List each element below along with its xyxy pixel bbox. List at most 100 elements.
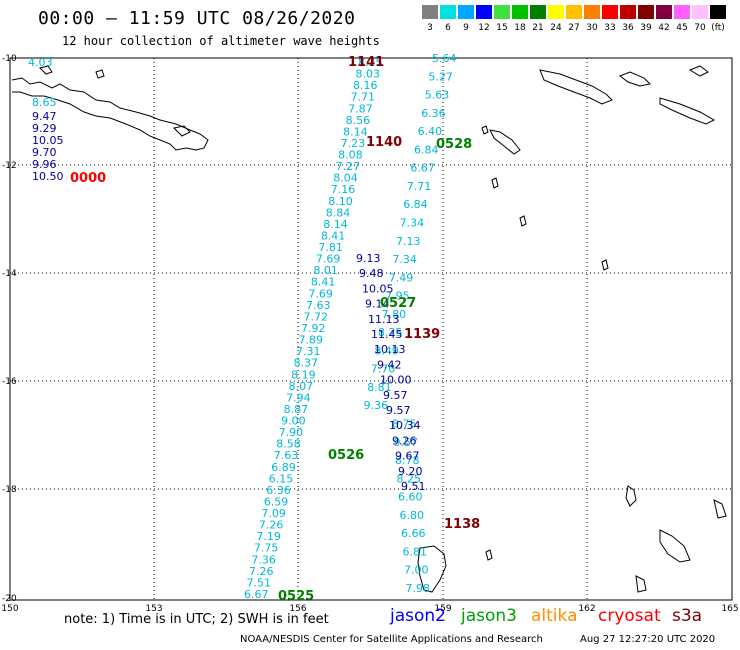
track-value-navy: 9.67 <box>395 450 420 463</box>
lat-label: -20 <box>2 594 17 604</box>
track-value-cyan-right: 6.36 <box>421 107 446 120</box>
track-value-cyan-right: 6.67 <box>410 162 435 175</box>
legend-swatch <box>674 5 690 19</box>
grid-lines <box>10 58 732 600</box>
lon-label: 159 <box>434 604 451 614</box>
pass-label-0525: 0525 <box>278 589 314 604</box>
coast-vanuatu-4 <box>635 575 647 593</box>
coast-new-caledonia-reef <box>417 545 447 593</box>
footer-timestamp: Aug 27 12:27:20 UTC 2020 <box>580 634 716 645</box>
track-value-cyan-right: 8.25 <box>397 472 422 485</box>
legend-label: 18 <box>514 23 526 33</box>
legend-swatch <box>422 5 438 19</box>
legend-swatch <box>584 5 600 19</box>
track-value-navy: 11.13 <box>368 313 400 326</box>
track-value-navy-left: 9.29 <box>32 122 57 135</box>
track-value-cyan-right: 8.25 <box>378 326 403 339</box>
pass-label-1141: 1141 <box>348 55 384 70</box>
track-value-cyan: 7.09 <box>261 507 286 520</box>
legend-label: 45 <box>676 23 688 33</box>
track-value-cyan: 6.59 <box>264 495 289 508</box>
track-value-cyan: 7.63 <box>274 449 299 462</box>
legend-swatch <box>494 5 510 19</box>
coast-chesterfield <box>485 549 493 561</box>
track-value-cyan: 4.03 <box>28 56 53 69</box>
track-values: 4.03 8.258.038.167.717.878.568.147.238.08… <box>28 52 457 601</box>
track-value-navy: 9.26 <box>392 434 417 447</box>
track-value-navy: 9.51 <box>401 480 426 493</box>
legend-label: 15 <box>496 23 508 33</box>
legend-swatch <box>440 5 456 19</box>
track-value-cyan: 7.63 <box>306 299 331 312</box>
track-value-cyan: 7.16 <box>331 183 356 196</box>
track-value-cyan: 9.00 <box>281 415 306 428</box>
legend-label: 39 <box>640 23 652 33</box>
legend-label: 21 <box>532 23 544 33</box>
legend-swatch <box>512 5 528 19</box>
pass-time-labels: 1141 1140 1139 1138 0528 0527 0526 0525 0000 <box>70 55 480 604</box>
page-subtitle: 12 hour collection of altimeter wave hei… <box>62 34 380 48</box>
legend-swatch <box>710 5 726 19</box>
coast-vanuatu-2 <box>659 529 691 563</box>
track-value-navy: 10.34 <box>389 419 421 432</box>
track-value-cyan: 7.51 <box>246 576 271 589</box>
track-value-cyan: 8.19 <box>291 368 316 381</box>
track-value-navy-left: 9.70 <box>32 146 57 159</box>
lon-label: 165 <box>721 604 738 614</box>
track-value-cyan-right: 8.81 <box>367 381 392 394</box>
track-value-cyan: 7.92 <box>301 322 326 335</box>
legend-swatch <box>548 5 564 19</box>
track-value-cyan: 8.04 <box>333 172 358 185</box>
legend-label: 9 <box>463 23 469 33</box>
legend-label: 3 <box>427 23 433 33</box>
lon-label: 156 <box>289 604 306 614</box>
lat-label: -10 <box>2 54 17 64</box>
track-value-cyan-right: 8.75 <box>392 418 417 431</box>
track-value-navy-left: 10.50 <box>32 170 64 183</box>
coast-solomon-3 <box>659 97 716 125</box>
coastlines <box>11 65 727 593</box>
track-value-cyan: 8.14 <box>343 125 368 138</box>
track-value-cyan-right: 6.81 <box>403 545 428 558</box>
track-value-cyan: 8.41 <box>321 229 346 242</box>
lat-label: -18 <box>2 485 17 495</box>
track-value-cyan: 7.89 <box>299 334 324 347</box>
lon-label: 153 <box>145 604 162 614</box>
pass-label-1139: 1139 <box>404 327 440 342</box>
lat-label: -12 <box>2 161 17 171</box>
track-value-cyan-right: 9.57 <box>394 436 419 449</box>
track-value-navy: 9.14 <box>365 298 390 311</box>
coast-reef-1 <box>491 177 499 189</box>
track-value-cyan-right: 5.64 <box>432 52 457 65</box>
pass-label-0526: 0526 <box>328 448 364 463</box>
track-value-cyan: 7.87 <box>348 102 373 115</box>
note-text: note: 1) Time is in UTC; 2) SWH is in fe… <box>64 612 329 627</box>
track-value-cyan: 8.41 <box>311 276 336 289</box>
coast-rennell <box>481 125 489 135</box>
legend-label: 33 <box>604 23 616 33</box>
track-value-navy: 9.20 <box>398 465 423 478</box>
legend-label: 70 <box>694 23 706 33</box>
legend-swatch <box>458 5 474 19</box>
coast-solomon-2 <box>618 71 652 87</box>
pass-label-1140: 1140 <box>366 135 402 150</box>
lat-label: -14 <box>2 269 17 279</box>
track-value-cyan: 7.19 <box>256 530 281 543</box>
lat-label: -16 <box>2 377 17 387</box>
coast-new-guinea <box>11 77 209 151</box>
lon-label: 150 <box>1 604 18 614</box>
track-value-cyan: 8.87 <box>284 403 309 416</box>
sat-altika: altika <box>531 606 578 626</box>
track-value-navy: 9.48 <box>359 267 384 280</box>
legend-label: 30 <box>586 23 598 33</box>
legend-label: 36 <box>622 23 634 33</box>
track-value-cyan-right: 7.34 <box>392 253 417 266</box>
track-value-cyan: 7.75 <box>254 542 278 555</box>
track-value-cyan: 8.14 <box>323 218 348 231</box>
track-value-cyan: 8.03 <box>356 68 381 81</box>
track-value-cyan-right: 6.84 <box>403 198 428 211</box>
track-value-cyan: 7.23 <box>341 137 366 150</box>
track-value-cyan: 7.27 <box>336 160 361 173</box>
coast-reef-3 <box>601 259 609 271</box>
